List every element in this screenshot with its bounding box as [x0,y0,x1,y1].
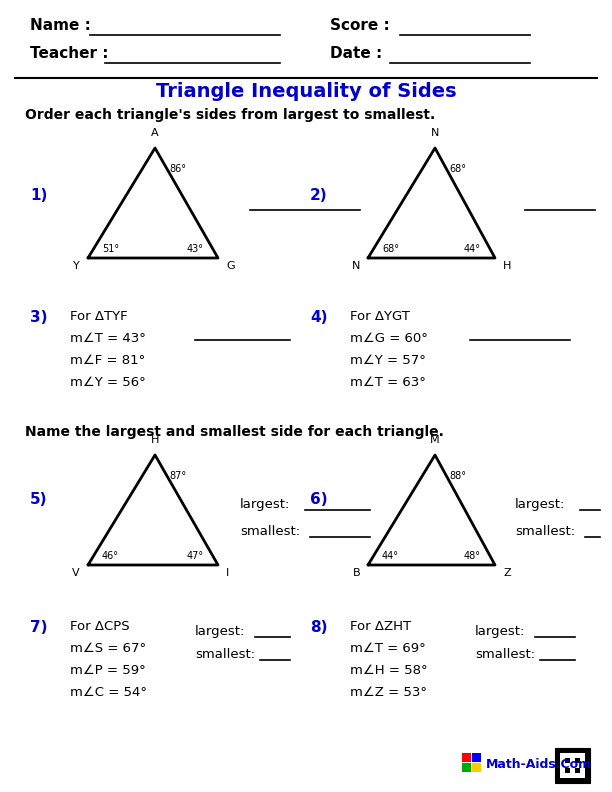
Text: 2): 2) [310,188,327,203]
Text: smallest:: smallest: [195,648,255,661]
Text: m∠S = 67°: m∠S = 67° [70,642,146,655]
Bar [555,748,590,783]
Bar [560,778,564,782]
Text: Z: Z [503,568,510,578]
Text: 7): 7) [30,620,48,635]
Text: 68°: 68° [449,164,466,174]
Text: N: N [431,128,439,138]
Bar [575,758,580,763]
Bar [585,748,589,752]
Text: Y: Y [73,261,80,271]
Bar [565,778,570,782]
Bar [555,753,559,757]
Bar [472,753,481,762]
Text: 68°: 68° [382,244,399,254]
Text: m∠H = 58°: m∠H = 58° [350,664,428,677]
Text: M: M [430,435,440,445]
Bar [585,778,589,782]
Text: G: G [226,261,234,271]
Bar [585,753,589,757]
Text: largest:: largest: [475,625,525,638]
Text: smallest:: smallest: [515,525,575,538]
Text: V: V [72,568,80,578]
Text: m∠Z = 53°: m∠Z = 53° [350,686,427,699]
Bar [462,763,471,772]
Text: 1): 1) [30,188,47,203]
Bar [580,748,584,752]
Text: 8): 8) [310,620,327,635]
Text: largest:: largest: [240,498,290,511]
Text: 47°: 47° [187,551,204,561]
Text: For ΔCPS: For ΔCPS [70,620,130,633]
Text: 44°: 44° [382,551,399,561]
Text: largest:: largest: [515,498,565,511]
Text: Order each triangle's sides from largest to smallest.: Order each triangle's sides from largest… [25,108,435,122]
Text: H: H [151,435,159,445]
Text: 5): 5) [30,493,48,508]
Bar [555,778,559,782]
Bar [570,748,575,752]
Text: m∠P = 59°: m∠P = 59° [70,664,146,677]
Text: 3): 3) [30,310,48,325]
Bar [472,763,481,772]
Bar [560,748,564,752]
Bar [555,773,559,778]
Text: 51°: 51° [102,244,119,254]
Text: Date :: Date : [330,46,382,61]
Text: m∠T = 43°: m∠T = 43° [70,332,146,345]
Text: N: N [352,261,360,271]
Text: 88°: 88° [449,471,466,481]
Text: largest:: largest: [195,625,245,638]
Text: m∠T = 63°: m∠T = 63° [350,376,426,389]
Text: For ΔYGT: For ΔYGT [350,310,410,323]
Bar [565,758,570,763]
Bar [565,748,570,752]
Text: m∠C = 54°: m∠C = 54° [70,686,147,699]
Bar [462,753,471,762]
Bar [555,748,559,752]
Bar [585,773,589,778]
Bar [575,748,580,752]
Text: 48°: 48° [464,551,481,561]
Text: Teacher :: Teacher : [30,46,108,61]
Text: 43°: 43° [187,244,204,254]
Text: smallest:: smallest: [475,648,535,661]
Bar [555,763,559,767]
Text: m∠Y = 56°: m∠Y = 56° [70,376,146,389]
Text: Triangle Inequality of Sides: Triangle Inequality of Sides [155,82,457,101]
Bar [555,758,559,763]
Text: 6): 6) [310,493,327,508]
Bar [575,778,580,782]
Text: 44°: 44° [464,244,481,254]
Text: m∠Y = 57°: m∠Y = 57° [350,354,426,367]
Text: For ΔTYF: For ΔTYF [70,310,128,323]
Text: A: A [151,128,159,138]
Text: smallest:: smallest: [240,525,300,538]
Bar [585,768,589,772]
Text: H: H [503,261,512,271]
Text: Name the largest and smallest side for each triangle.: Name the largest and smallest side for e… [25,425,444,439]
Text: m∠F = 81°: m∠F = 81° [70,354,145,367]
Text: Score :: Score : [330,18,390,33]
Text: m∠T = 69°: m∠T = 69° [350,642,426,655]
Bar [585,763,589,767]
Bar [575,768,580,772]
Text: 46°: 46° [102,551,119,561]
Bar [555,768,559,772]
Text: 86°: 86° [169,164,186,174]
Bar [570,778,575,782]
Text: 87°: 87° [169,471,186,481]
Text: B: B [353,568,360,578]
Text: I: I [226,568,230,578]
Text: For ΔZHT: For ΔZHT [350,620,411,633]
Text: 4): 4) [310,310,327,325]
Text: m∠G = 60°: m∠G = 60° [350,332,428,345]
Bar [585,758,589,763]
Bar [565,768,570,772]
Bar [580,778,584,782]
Text: Name :: Name : [30,18,91,33]
Text: Math-Aids.Com: Math-Aids.Com [486,758,592,771]
